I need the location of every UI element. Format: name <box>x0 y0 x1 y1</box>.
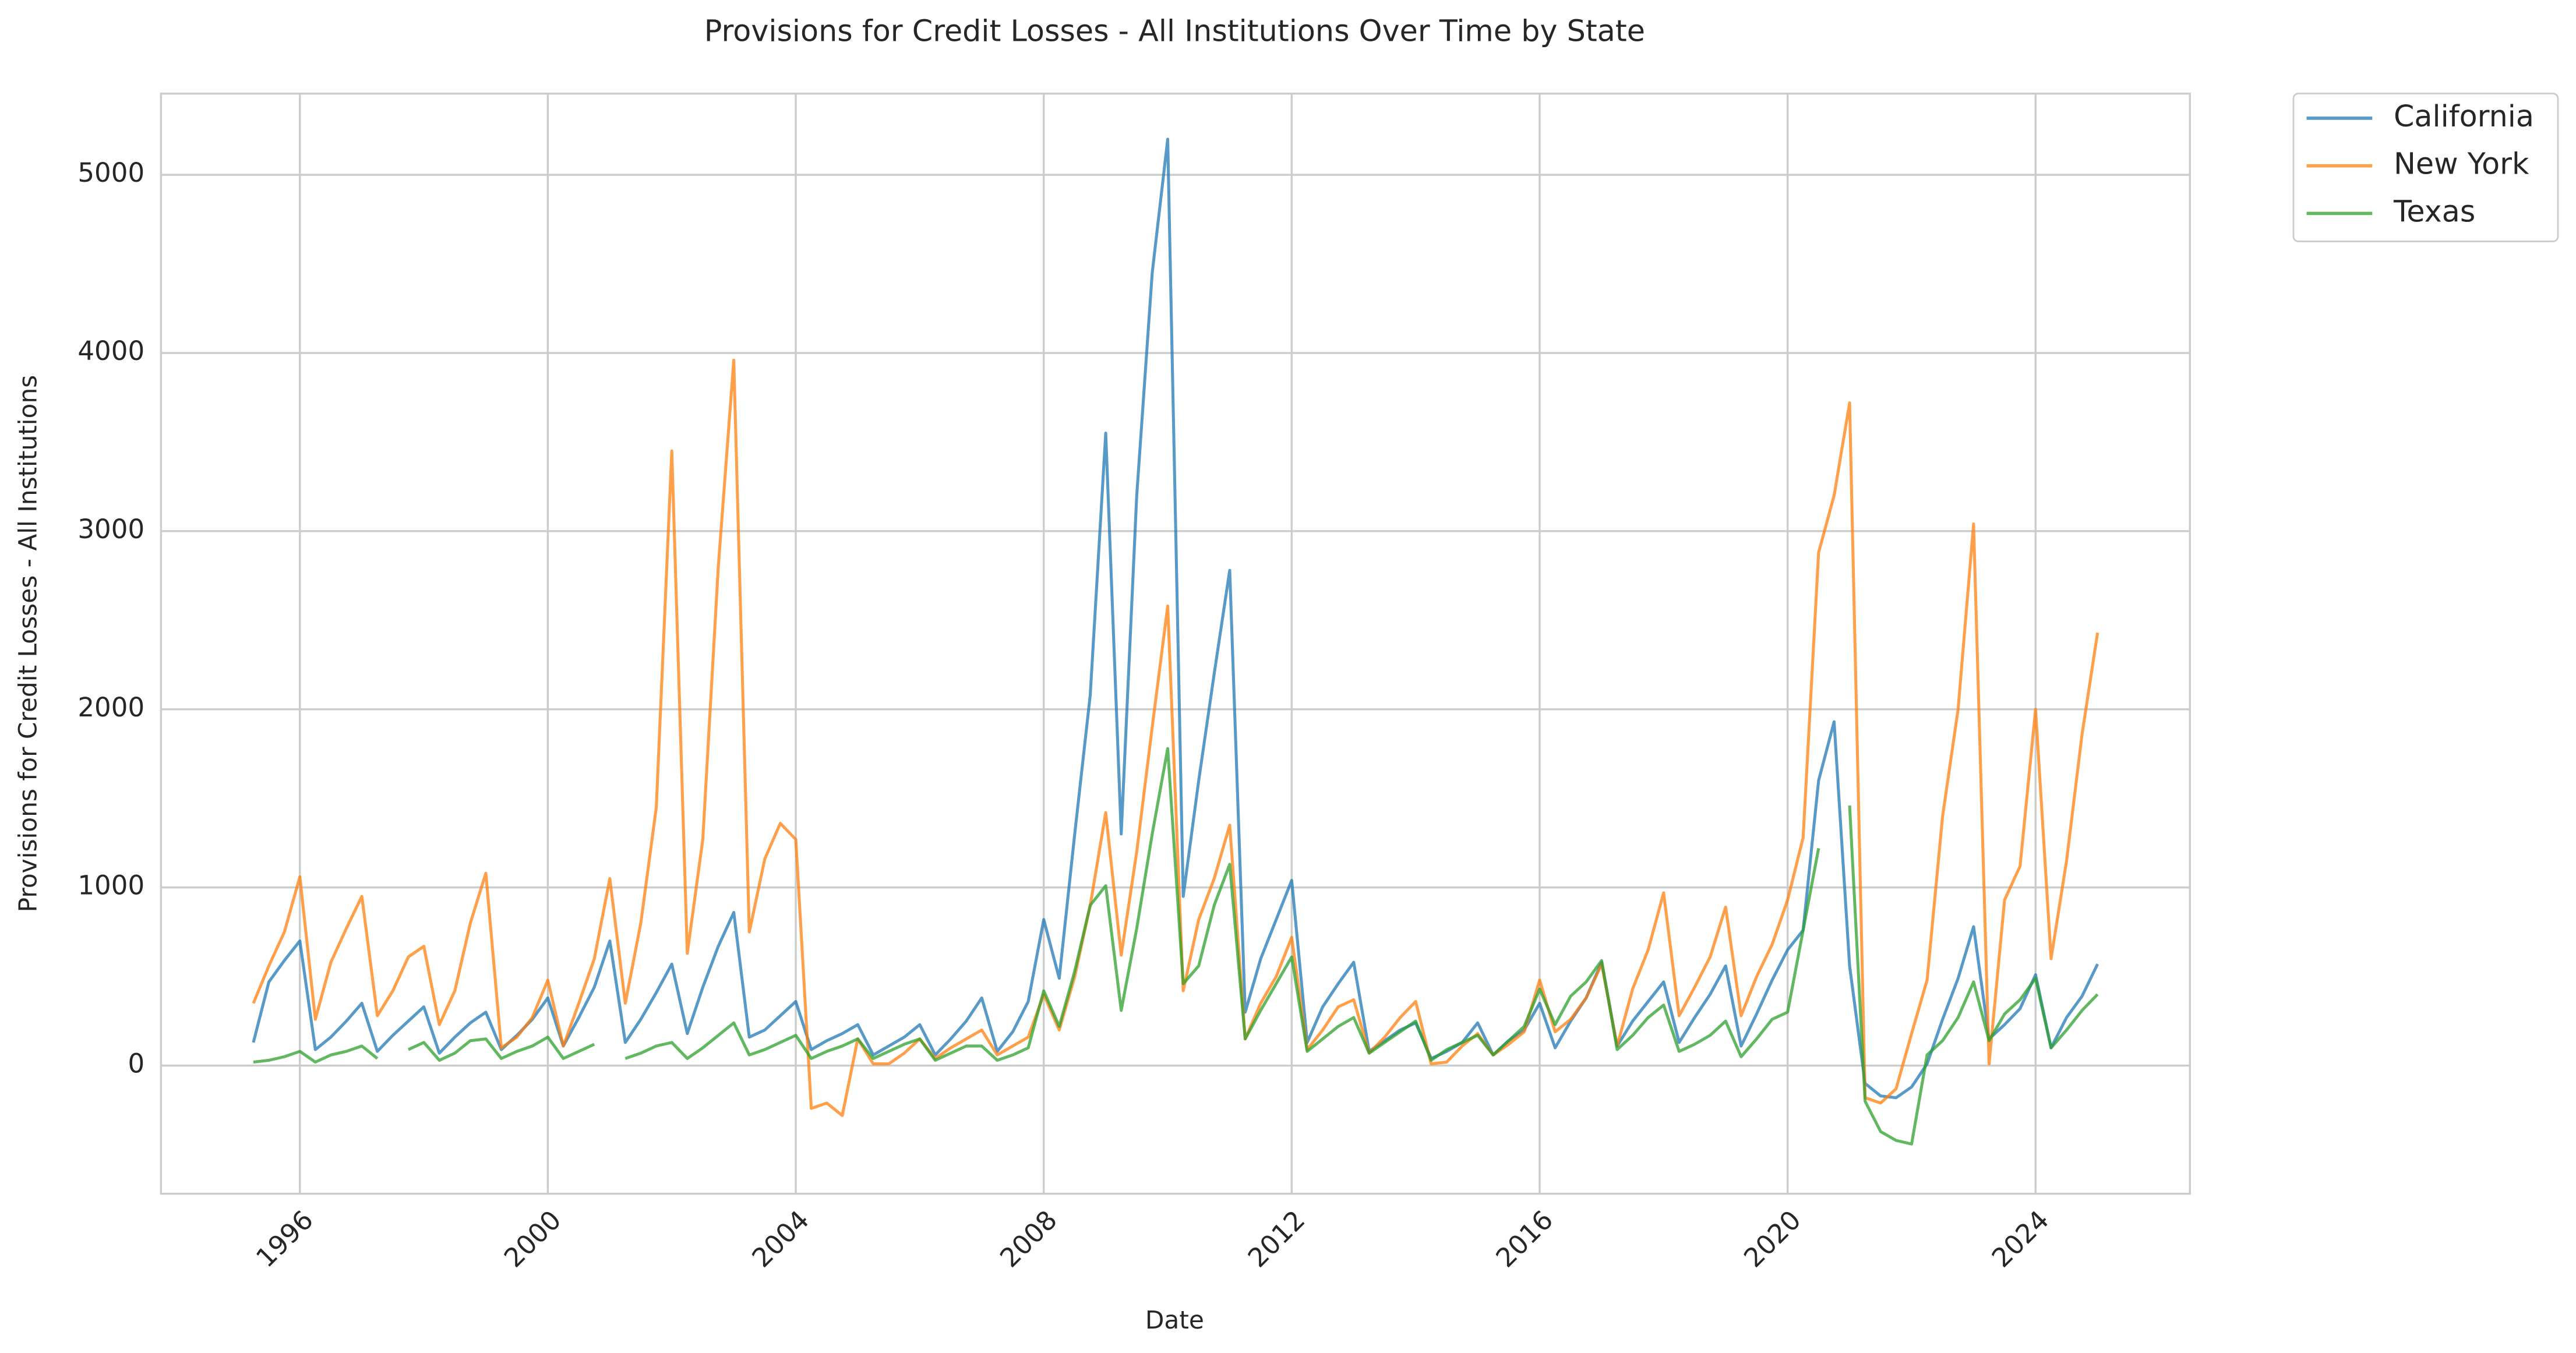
y-tick-label: 1000 <box>77 870 144 901</box>
series-line <box>252 358 2099 1117</box>
x-tick-label: 2020 <box>1738 1204 1807 1274</box>
legend-label: New York <box>2394 147 2529 181</box>
chart-title: Provisions for Credit Losses - All Insti… <box>704 13 1645 48</box>
x-tick-label: 2000 <box>498 1204 567 1274</box>
y-tick-label: 5000 <box>77 157 144 188</box>
x-axis-label: Date <box>1145 1306 1204 1334</box>
x-tick-label: 2012 <box>1242 1204 1311 1274</box>
x-tick-label: 2004 <box>746 1204 816 1274</box>
x-tick-label: 2024 <box>1986 1204 2055 1274</box>
x-tick-label: 2008 <box>994 1204 1063 1274</box>
legend-label: Texas <box>2393 194 2475 228</box>
y-tick-label: 2000 <box>77 692 144 723</box>
x-tick-label: 1996 <box>250 1204 319 1274</box>
y-tick-label: 0 <box>128 1048 144 1079</box>
series-line <box>253 747 2099 1146</box>
legend: California New York Texas <box>2292 93 2559 242</box>
lines <box>252 137 2099 1146</box>
y-axis-label: Provisions for Credit Losses - All Insti… <box>13 375 42 913</box>
legend-box <box>2292 93 2559 242</box>
y-tick-label: 3000 <box>77 514 144 545</box>
y-tick-label: 4000 <box>77 335 144 366</box>
legend-label: California <box>2394 99 2534 133</box>
x-tick-label: 2016 <box>1490 1204 1559 1274</box>
